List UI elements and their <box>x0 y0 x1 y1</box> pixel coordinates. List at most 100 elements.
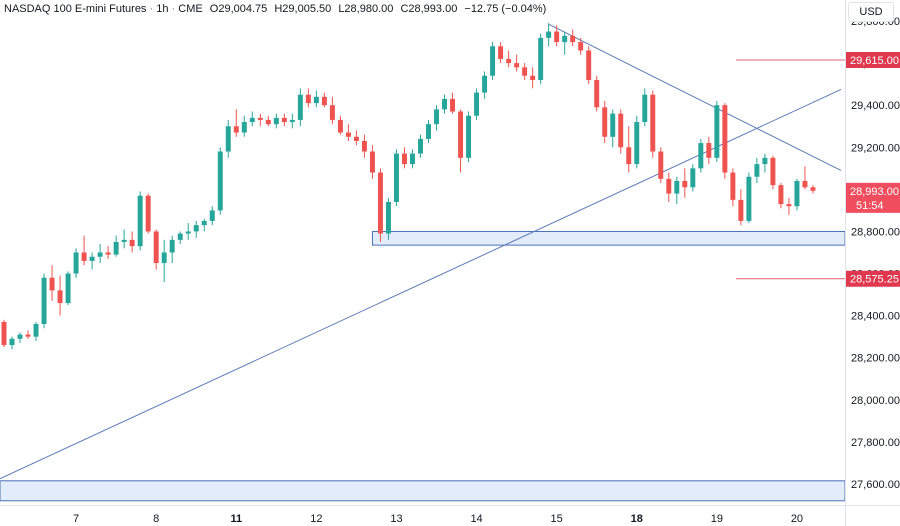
candle-body <box>113 241 119 255</box>
y-tick-label: 29,400.00 <box>851 100 900 112</box>
price-axis[interactable]: 27,600.00 27,800.00 28,000.00 28,200.00 28,4… <box>851 16 900 491</box>
x-tick-label: 20 <box>791 513 803 525</box>
y-tick-label: 28,800.00 <box>851 226 900 238</box>
candle-body <box>321 96 327 106</box>
candle-body <box>538 37 544 80</box>
candle-body <box>217 151 223 211</box>
x-tick-label: 8 <box>153 513 159 525</box>
last-price-text: 28,993.00 <box>850 186 899 198</box>
candle-body <box>281 117 287 123</box>
horizontal-levels <box>736 59 845 280</box>
price-axis-labels: 29,615.00 28,575.25 28,993.00 51:54 <box>846 51 900 287</box>
candle-body <box>185 231 191 234</box>
candle-body <box>145 195 151 232</box>
candle-body <box>650 94 656 152</box>
candle-body <box>522 67 528 76</box>
candle-body <box>642 94 648 123</box>
currency-button[interactable]: USD <box>848 2 894 22</box>
candle-body <box>730 172 736 200</box>
candle-body <box>161 252 167 264</box>
candle-body <box>666 178 672 194</box>
candle-body <box>634 122 640 165</box>
candle-body <box>153 231 159 264</box>
candle-body <box>458 111 464 158</box>
candle-body <box>17 334 23 339</box>
candle-body <box>361 140 367 152</box>
candle-body <box>345 132 351 137</box>
y-tick-label: 28,200.00 <box>851 353 900 365</box>
candle-body <box>786 204 792 207</box>
candle-body <box>690 168 696 188</box>
candle-body <box>778 185 784 205</box>
candle-body <box>594 79 600 108</box>
candle-body <box>442 98 448 110</box>
candle-body <box>570 35 576 43</box>
interval-label[interactable]: 1h <box>156 3 169 15</box>
candle-body <box>97 252 103 257</box>
chart-legend-header: NASDAQ 100 E-mini Futures · 1h · CME O29… <box>4 3 547 15</box>
candle-body <box>89 256 95 261</box>
candle-body <box>426 124 431 139</box>
candle-body <box>794 180 800 207</box>
candle-body <box>658 151 664 179</box>
candle-body <box>746 176 752 221</box>
candle-body <box>562 35 568 43</box>
candle-body <box>25 334 31 337</box>
candle-body <box>249 117 255 123</box>
candle-body <box>49 277 55 291</box>
x-tick-label: 13 <box>390 513 402 525</box>
close-value: C28,993.00 <box>400 3 458 15</box>
candle-body <box>393 153 399 202</box>
x-tick-label: 14 <box>470 513 482 525</box>
candle-body <box>490 46 496 76</box>
candle-body <box>506 58 512 64</box>
candles <box>1 23 816 350</box>
candle-body <box>602 107 608 137</box>
candle-body <box>610 113 616 137</box>
candle-body <box>682 180 688 188</box>
candle-body <box>129 239 135 247</box>
candle-body <box>410 153 415 165</box>
candle-body <box>337 119 343 133</box>
candle-body <box>474 92 480 116</box>
candle-body <box>722 105 728 173</box>
candle-body <box>530 75 536 80</box>
candle-body <box>770 157 776 186</box>
candle-body <box>305 94 311 104</box>
y-tick-label: 28,400.00 <box>851 311 900 323</box>
y-tick-label: 27,800.00 <box>851 437 900 449</box>
candle-body <box>177 233 183 240</box>
candle-body <box>201 220 207 226</box>
time-axis[interactable]: 7 8 11 12 13 14 15 18 19 20 <box>73 513 803 525</box>
candle-body <box>466 115 472 158</box>
low-value: L28,980.00 <box>338 3 394 15</box>
x-tick-label: 19 <box>711 513 723 525</box>
candle-body <box>482 75 488 93</box>
candle-body <box>329 105 335 120</box>
support-zone-1 <box>0 480 846 502</box>
candle-body <box>353 136 359 141</box>
candle-body <box>233 126 239 133</box>
candle-body <box>762 157 768 165</box>
trendline-1 <box>548 23 842 171</box>
candle-body <box>137 195 143 247</box>
x-tick-label: 18 <box>631 513 643 525</box>
y-tick-label: 29,200.00 <box>851 142 900 154</box>
candle-body <box>41 277 47 325</box>
candle-body <box>265 119 271 125</box>
candle-body <box>514 63 520 68</box>
candle-body <box>578 42 584 51</box>
symbol-name[interactable]: NASDAQ 100 E-mini Futures <box>4 3 147 15</box>
candle-body <box>81 252 87 261</box>
candle-body <box>738 199 744 221</box>
candle-body <box>618 113 624 148</box>
candle-body <box>706 143 712 158</box>
candle-body <box>418 138 423 154</box>
plot-background <box>0 0 845 505</box>
bar-countdown-text: 51:54 <box>856 200 884 212</box>
candle-body <box>1 321 7 346</box>
candle-body <box>57 290 63 303</box>
candle-body <box>9 338 15 346</box>
level-price-tag-1 <box>846 270 900 287</box>
